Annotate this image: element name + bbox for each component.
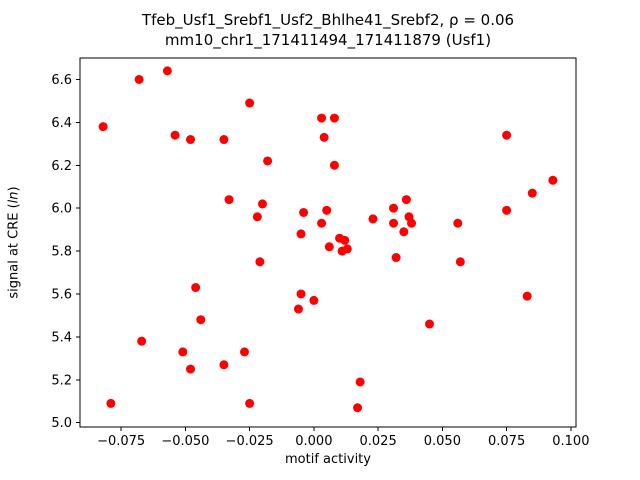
y-tick-label: 5.6 <box>51 287 72 302</box>
data-point <box>299 207 309 217</box>
y-tick-label: 6.4 <box>51 116 72 131</box>
data-point <box>329 113 339 123</box>
plot-title-line1: Tfeb_Usf1_Srebf1_Usf2_Bhlhe41_Srebf2, ρ … <box>141 11 515 29</box>
data-point <box>170 130 180 140</box>
y-tick-label: 5.0 <box>51 416 72 431</box>
data-point <box>255 257 265 267</box>
data-point <box>453 218 463 228</box>
data-point <box>389 218 399 228</box>
data-point <box>355 377 365 387</box>
data-point <box>134 74 144 84</box>
data-point <box>191 283 201 293</box>
data-point <box>239 347 249 357</box>
x-tick-label: 0.050 <box>424 434 461 449</box>
x-tick-label: −0.050 <box>161 434 209 449</box>
data-point <box>296 229 306 239</box>
y-tick-label: 5.8 <box>51 245 72 260</box>
data-point <box>245 98 255 108</box>
data-point <box>296 289 306 299</box>
data-point <box>389 203 399 213</box>
data-point <box>252 212 262 222</box>
x-tick-label: −0.075 <box>97 434 145 449</box>
data-point <box>502 205 512 215</box>
y-tick-label: 6.2 <box>51 159 72 174</box>
x-tick-label: 0.000 <box>295 434 332 449</box>
plot-title-line2: mm10_chr1_171411494_171411879 (Usf1) <box>164 31 492 49</box>
data-point <box>502 130 512 140</box>
data-point <box>293 304 303 314</box>
data-point <box>340 235 350 245</box>
data-point <box>186 364 196 374</box>
data-point <box>401 195 411 205</box>
data-point <box>186 135 196 145</box>
data-point <box>263 156 273 166</box>
data-point <box>324 242 334 252</box>
data-point <box>368 214 378 224</box>
data-point <box>342 244 352 254</box>
x-axis-label: motif activity <box>80 452 576 467</box>
x-tick-label: 0.100 <box>552 434 589 449</box>
data-point <box>317 113 327 123</box>
data-point <box>353 403 363 413</box>
y-axis-label-suffix: ) <box>6 186 22 192</box>
data-point <box>257 199 267 209</box>
y-axis-label-italic: ln <box>6 191 22 204</box>
data-point <box>322 205 332 215</box>
data-point <box>137 336 147 346</box>
y-tick-label: 6.0 <box>51 202 72 217</box>
data-point <box>106 398 116 408</box>
x-tick-label: −0.025 <box>226 434 274 449</box>
axes-frame <box>79 57 577 428</box>
x-axis-label-text: motif activity <box>285 452 371 467</box>
data-point <box>162 66 172 76</box>
data-point <box>245 398 255 408</box>
x-tick-label: 0.025 <box>360 434 397 449</box>
x-tick-label: 0.075 <box>488 434 525 449</box>
data-point <box>399 227 409 237</box>
data-point <box>329 160 339 170</box>
y-axis-label-prefix: signal at CRE ( <box>6 203 22 299</box>
data-point <box>548 175 558 185</box>
y-axis-label: signal at CRE (ln) <box>7 133 22 353</box>
y-tick-label: 5.2 <box>51 373 72 388</box>
data-point <box>391 253 401 263</box>
data-point <box>319 132 329 142</box>
data-point <box>98 122 108 132</box>
y-tick-label: 6.6 <box>51 73 72 88</box>
data-point <box>317 218 327 228</box>
data-point <box>178 347 188 357</box>
data-point <box>425 319 435 329</box>
data-point <box>219 135 229 145</box>
data-point <box>407 218 417 228</box>
y-tick-label: 5.4 <box>51 330 72 345</box>
data-point <box>309 295 319 305</box>
data-point <box>224 195 234 205</box>
data-point <box>455 257 465 267</box>
data-point <box>522 291 532 301</box>
data-point <box>196 315 206 325</box>
data-point <box>527 188 537 198</box>
data-point <box>219 360 229 370</box>
